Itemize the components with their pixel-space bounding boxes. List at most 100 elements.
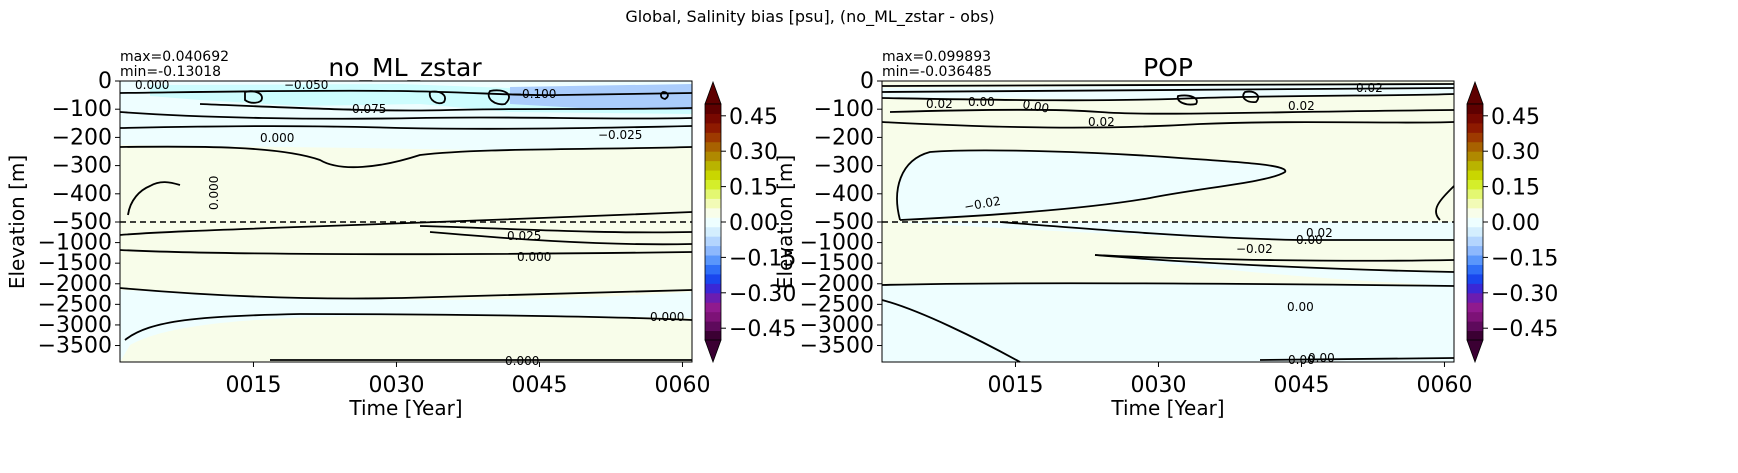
colorbar-segment <box>705 302 721 313</box>
colorbar-segment <box>1467 179 1483 190</box>
colorbar-segment <box>705 292 721 303</box>
colorbar-segment <box>705 255 721 265</box>
contour-label-group: 0.02 0.00 0.00 0.02 0.02 0.02 −0.02 0.02… <box>926 81 1383 367</box>
contour-label: 0.02 <box>1356 81 1383 95</box>
colorbar-extend-min <box>1466 339 1484 364</box>
colorbar-tick-label: 0.15 <box>1491 176 1540 201</box>
y-tick-label: −3000 <box>800 313 874 338</box>
colorbar-segment <box>1467 217 1483 228</box>
colorbar-segment <box>705 188 721 199</box>
contour-label: 0.000 <box>517 250 551 264</box>
contour-label: 0.02 <box>926 97 953 111</box>
colorbar-segment <box>1467 330 1483 341</box>
colorbar-segment <box>705 141 721 152</box>
y-axis: 0 −100 −200 −300 −400 −500−1000−1500−2000−250… <box>800 69 882 359</box>
colorbar-tick-label: 0.45 <box>1491 105 1540 130</box>
colorbar-tick-label: −0.15 <box>729 246 796 271</box>
y-tick-label: −1000 <box>38 231 112 256</box>
contour-label: 0.000 <box>135 78 169 92</box>
y-tick-label: −100 <box>814 97 874 122</box>
fill-positive-upper <box>120 145 692 222</box>
x-axis-label: Time [Year] <box>1110 396 1224 420</box>
panel-title: POP <box>1143 53 1193 82</box>
y-tick-label: 0 <box>860 69 874 94</box>
colorbar-right: 0.45 0.30 0.15 0.00 −0.15 −0.30 −0.45 <box>1466 80 1558 364</box>
y-tick-label: −400 <box>52 182 112 207</box>
colorbar-segment <box>705 226 721 237</box>
y-tick-label: −1000 <box>800 231 874 256</box>
fill-negative-lens <box>897 150 1286 220</box>
colorbar-segment <box>705 236 721 247</box>
stat-min: min=-0.036485 <box>882 64 992 80</box>
colorbar-tick-label: −0.45 <box>729 317 796 342</box>
contour-label: −0.050 <box>284 78 328 92</box>
colorbar-tick-label: −0.30 <box>1491 282 1558 307</box>
colorbar-segment <box>705 264 721 275</box>
fill-positive-bottom <box>120 315 692 362</box>
colorbar-tick-label: 0.00 <box>1491 211 1540 236</box>
colorbar-segment <box>1467 160 1483 171</box>
contour-label: 0.025 <box>507 229 541 243</box>
colorbar-tick-label: 0.45 <box>729 105 778 130</box>
y-tick-label: −200 <box>52 125 112 150</box>
contour-label: −0.075 <box>342 102 386 116</box>
y-axis-label: Elevation [m] <box>5 155 29 289</box>
x-tick-label: 0030 <box>368 373 424 398</box>
stat-max: max=0.040692 <box>120 49 229 65</box>
y-tick-label: −1500 <box>38 251 112 276</box>
colorbar-segment <box>705 198 721 209</box>
colorbar-segment <box>1467 302 1483 313</box>
colorbar-segment <box>705 311 721 322</box>
colorbar-segment <box>1467 273 1483 284</box>
x-tick-label: 0060 <box>654 373 710 398</box>
colorbar-tick-label: 0.30 <box>729 140 778 165</box>
colorbar-segment <box>705 273 721 284</box>
colorbar-segment <box>705 207 721 218</box>
contour-lines <box>881 83 1455 363</box>
panel-pop: POP max=0.099893 min=-0.036485 0.02 <box>773 49 1472 420</box>
contour-label: 0.00 <box>968 95 995 109</box>
colorbar-segment <box>1467 198 1483 209</box>
colorbar-tick-label: −0.30 <box>729 282 796 307</box>
y-tick-label: −3000 <box>38 313 112 338</box>
contour-label: 0.00 <box>1308 351 1335 365</box>
y-tick-label: −100 <box>52 97 112 122</box>
colorbar-segment <box>1467 188 1483 199</box>
colorbar-segment <box>705 283 721 294</box>
colorbar-segment <box>1467 283 1483 294</box>
colorbar-tick-label: 0.30 <box>1491 140 1540 165</box>
colorbar-segment <box>1467 245 1483 256</box>
x-tick-label: 0060 <box>1416 373 1472 398</box>
colorbar-segment <box>1467 236 1483 247</box>
contour-label: 0.00 <box>1287 300 1314 314</box>
colorbar-segment <box>705 330 721 341</box>
x-tick-label: 0015 <box>987 373 1043 398</box>
contour-label: 0.00 <box>1021 97 1050 115</box>
colorbar-extend-max <box>1466 80 1484 105</box>
colorbar-segment <box>1467 104 1483 114</box>
y-tick-label: −1500 <box>800 251 874 276</box>
colorbar-extend-min <box>704 339 722 364</box>
colorbar-segment <box>1467 255 1483 265</box>
contour-label: 0.00 <box>1288 353 1315 367</box>
colorbar-segment <box>1467 122 1483 133</box>
colorbar-segment <box>1467 311 1483 322</box>
colorbar-tick-label: 0.15 <box>729 176 778 201</box>
contour-label: 0.000 <box>207 176 221 210</box>
contour-label: 0.02 <box>1288 99 1315 113</box>
x-tick-label: 0030 <box>1130 373 1186 398</box>
y-tick-label: 0 <box>98 69 112 94</box>
contour-label: 0.000 <box>505 354 539 368</box>
x-tick-label: 0045 <box>511 373 567 398</box>
y-tick-label: −2500 <box>38 292 112 317</box>
contour-label: 0.000 <box>260 131 294 145</box>
x-tick-label: 0045 <box>1273 373 1329 398</box>
colorbar-segment <box>1467 264 1483 275</box>
x-axis: 0015 0030 0045 0060 <box>225 362 710 398</box>
fill-positive-deep <box>120 222 692 300</box>
fill-negative-upper <box>882 84 1454 100</box>
colorbar-segment <box>705 160 721 171</box>
colorbar-segment <box>1467 141 1483 152</box>
y-tick-label: −500 <box>814 210 874 235</box>
